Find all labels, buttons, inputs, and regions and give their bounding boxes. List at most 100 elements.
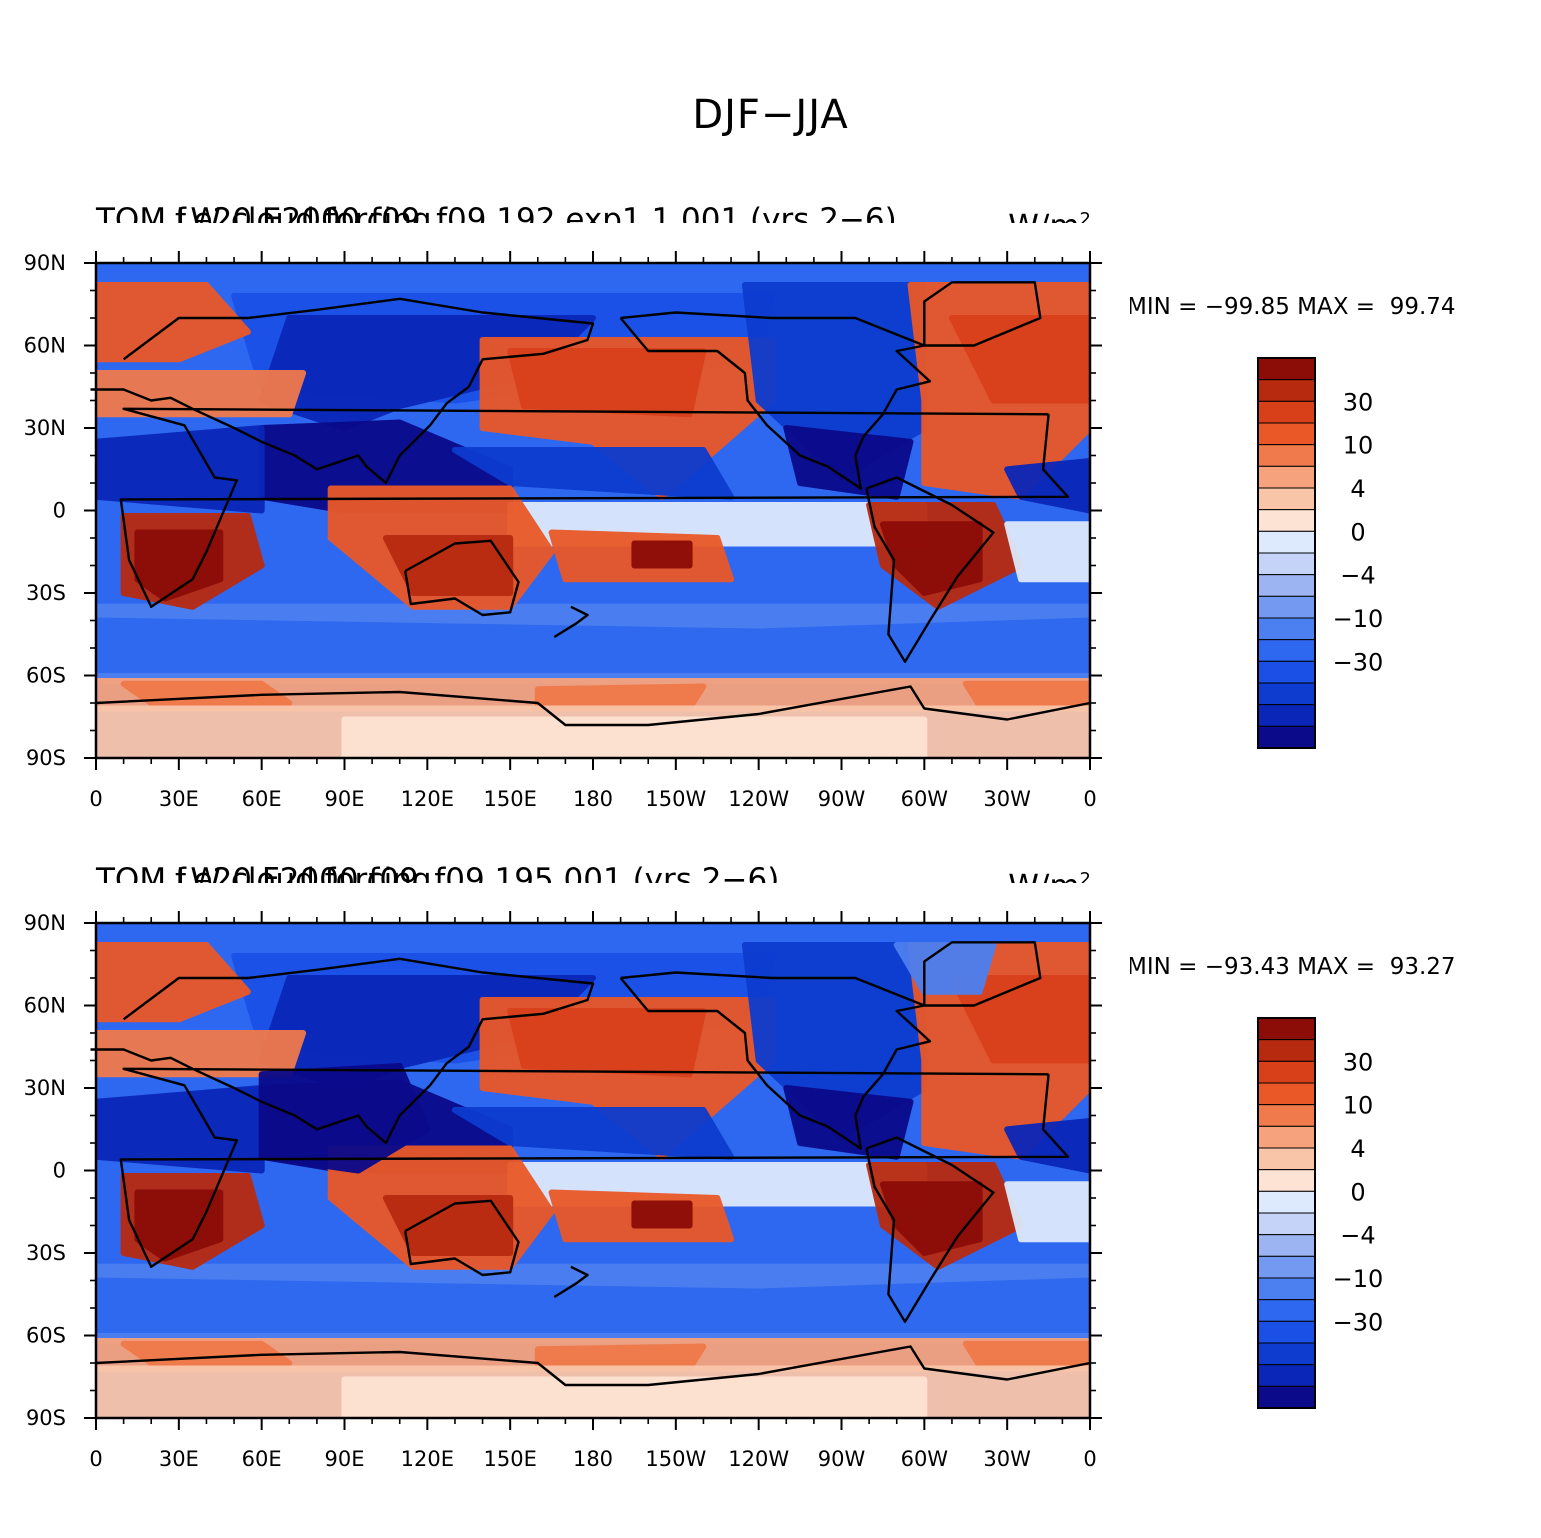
lat-tick-label: 60N (24, 994, 66, 1018)
lon-tick-label: 90W (818, 1447, 866, 1471)
coastline (553, 605, 589, 639)
coastline (619, 311, 932, 490)
coastline (90, 957, 595, 1145)
contour-region (631, 1200, 693, 1229)
colorbar-box (1257, 1212, 1316, 1236)
lat-tick-label: 60N (24, 334, 66, 358)
colorbar-box (1257, 1277, 1316, 1301)
colorbar-box (1257, 1104, 1316, 1127)
lon-tick-label: 0 (89, 1447, 102, 1471)
colorbar-box (1257, 465, 1316, 489)
colorbar-box (1257, 1364, 1316, 1387)
colorbar-box (1257, 639, 1316, 662)
lat-tick-label: 90S (26, 746, 66, 770)
lon-tick-label: 120E (401, 787, 454, 811)
colorbar-box (1257, 1147, 1316, 1171)
colorbar-box (1257, 725, 1316, 749)
lat-tick-label: 0 (53, 1159, 66, 1183)
lon-tick-label: 120E (401, 1447, 454, 1471)
colorbar: 30 10 4 0 −4 −10 −30 (1257, 357, 1384, 749)
lon-tick-label: 180 (573, 787, 613, 811)
lon-tick-label: 60W (901, 787, 949, 811)
lon-tick-label: 150E (483, 787, 536, 811)
colorbar-box (1257, 422, 1316, 446)
contour-region (258, 1063, 431, 1174)
contour-field (56, 883, 1130, 1458)
contour-region (120, 680, 293, 706)
colorbar-box (1257, 595, 1316, 619)
units-exponent: 2 (1079, 209, 1091, 230)
colorbar-box (1257, 704, 1316, 727)
contour-field (56, 223, 1130, 798)
map-axes: 90N 60N 30N 0 30S 60S 90S 0 30E 60E 90E 120E 150E 180… (24, 251, 1102, 811)
coastline (923, 281, 1042, 347)
lat-tick-label: 90S (26, 1406, 66, 1430)
lon-tick-label: 120W (728, 787, 789, 811)
coastline (865, 476, 995, 663)
colorbar-label: −4 (1340, 1222, 1375, 1250)
colorbar-box (1257, 1342, 1316, 1366)
lon-tick-label: 30E (159, 1447, 199, 1471)
colorbar-box (1257, 1169, 1316, 1192)
lon-tick-label: 0 (1083, 787, 1096, 811)
lat-tick-label: 30N (24, 1076, 66, 1100)
colorbar-box (1257, 660, 1316, 684)
colorbar-label: −10 (1333, 1265, 1384, 1293)
colorbar-box (1257, 487, 1316, 511)
contour-region (893, 942, 997, 995)
colorbar: 30 10 4 0 −4 −10 −30 (1257, 1017, 1384, 1409)
colorbar-box (1257, 1320, 1316, 1344)
contour-region (962, 680, 1093, 709)
map-plot-control: 90N 60N 30N 0 30S 60S 90S 0 30E 60E 90E 120E 150E 180… (24, 223, 1384, 811)
lat-tick-label: 90N (24, 251, 66, 275)
coastline (119, 1067, 1070, 1268)
colorbar-label: −30 (1333, 648, 1384, 676)
lon-tick-label: 60E (242, 1447, 282, 1471)
contour-region (93, 617, 1093, 673)
colorbar-box (1257, 1190, 1316, 1214)
figure-title: DJF−JJA (692, 92, 849, 138)
lat-tick-label: 60S (26, 1324, 66, 1348)
contour-region (1004, 521, 1093, 583)
colorbar-label: 4 (1350, 475, 1365, 503)
colorbar-frame (1257, 357, 1316, 749)
coastline (619, 971, 932, 1150)
contour-region (783, 425, 914, 500)
colorbar-box (1257, 1234, 1316, 1257)
colorbar-box (1257, 682, 1316, 706)
contour-region (93, 1277, 1093, 1333)
map-axes: 90N 60N 30N 0 30S 60S 90S 0 30E 60E 90E 120E 150E 180… (24, 911, 1102, 1471)
lat-tick-label: 30S (26, 581, 66, 605)
contour-region (134, 1189, 224, 1262)
coastline (923, 941, 1042, 1007)
lat-tick-label: 30N (24, 416, 66, 440)
contour-region (382, 1195, 514, 1256)
colorbar-box (1257, 379, 1316, 402)
colorbar-box (1257, 530, 1316, 554)
lon-tick-label: 120W (728, 1447, 789, 1471)
colorbar-box (1257, 574, 1316, 597)
lon-tick-label: 30W (983, 1447, 1031, 1471)
colorbar-box (1257, 1017, 1316, 1041)
coastline (90, 297, 595, 485)
lon-tick-label: 150E (483, 1447, 536, 1471)
coastline (865, 1136, 995, 1323)
colorbar-box (1257, 1385, 1316, 1409)
coastline (553, 1265, 589, 1299)
colorbar-box (1257, 509, 1316, 532)
colorbar-box (1257, 1082, 1316, 1106)
contour-region (507, 348, 707, 418)
colorbar-label: 30 (1343, 388, 1374, 416)
colorbar-box (1257, 1060, 1316, 1084)
coastline (95, 685, 1091, 727)
lon-tick-label: 150W (645, 787, 706, 811)
colorbar-box (1257, 357, 1316, 381)
colorbar-box (1257, 1299, 1316, 1322)
lon-tick-label: 60E (242, 787, 282, 811)
colorbar-label: 4 (1350, 1135, 1365, 1163)
colorbar-label: −4 (1340, 562, 1375, 590)
lon-tick-label: 90W (818, 787, 866, 811)
colorbar-label: 30 (1343, 1048, 1374, 1076)
map-panel-test: TOM LW cloud forcing f.e20.F2000.f09_f09… (0, 856, 1541, 1476)
lon-tick-label: 0 (89, 787, 102, 811)
